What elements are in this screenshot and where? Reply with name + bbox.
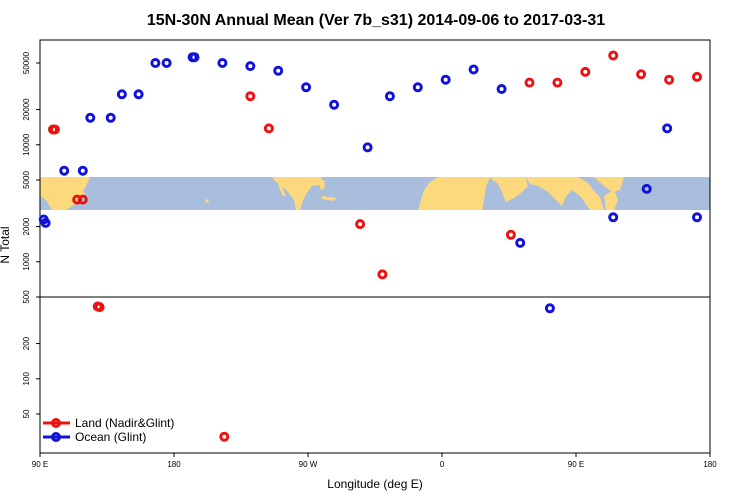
ocean-data-point xyxy=(496,84,507,94)
data-points xyxy=(38,50,702,442)
y-tick-label: 50 xyxy=(22,409,31,418)
land-data-point xyxy=(580,66,591,77)
land-data-point xyxy=(552,77,563,88)
land-data-point xyxy=(219,431,230,442)
y-tick-label: 200 xyxy=(22,336,31,350)
land-north-america xyxy=(272,177,322,210)
legend-ocean-label: Ocean (Glint) xyxy=(75,430,146,444)
land-india xyxy=(525,177,604,210)
chart-title: 15N-30N Annual Mean (Ver 7b_s31) 2014-09… xyxy=(147,12,605,29)
y-axis-ticks: 50 100 200 500 1000 2000 5000 10000 20000 50000 xyxy=(22,51,40,418)
ocean-data-point xyxy=(77,165,88,176)
legend-land-label: Land (Nadir&Glint) xyxy=(75,416,174,430)
land-florida xyxy=(318,180,325,190)
legend-ocean-marker xyxy=(51,432,61,442)
y-tick-label: 10000 xyxy=(22,133,31,156)
ocean-data-point xyxy=(515,237,526,248)
y-tick-label: 50000 xyxy=(22,51,31,74)
ocean-data-point xyxy=(85,112,96,123)
x-tick-label: 90 E xyxy=(32,460,48,469)
land-indochina xyxy=(604,190,618,210)
land-data-point xyxy=(377,269,388,280)
land-data-point xyxy=(524,77,535,88)
land-data-point xyxy=(245,91,256,102)
y-tick-label: 100 xyxy=(22,372,31,386)
ocean-data-point xyxy=(641,183,652,194)
land-china-right xyxy=(594,177,624,192)
ocean-data-point xyxy=(384,91,395,102)
ocean-data-point xyxy=(412,82,423,93)
ocean-data-point xyxy=(161,58,172,68)
land-data-point xyxy=(608,50,619,61)
ocean-data-point xyxy=(608,212,619,223)
ocean-data-point xyxy=(150,58,161,68)
ocean-data-point xyxy=(245,61,256,72)
axes xyxy=(39,39,711,454)
land-china-coast xyxy=(62,177,70,200)
land-data-point xyxy=(77,194,88,205)
ocean-data-point xyxy=(38,214,49,225)
land-data-point xyxy=(636,69,647,80)
ocean-data-point xyxy=(301,82,312,93)
ocean-data-point xyxy=(273,65,284,76)
ocean-data-point xyxy=(187,52,198,63)
land-hawaii xyxy=(205,199,209,203)
land-data-point xyxy=(692,71,702,82)
land-data-point xyxy=(49,124,60,135)
ocean-data-point xyxy=(217,58,228,68)
land-data-point xyxy=(94,302,105,313)
ocean-data-point xyxy=(133,89,144,100)
y-tick-label: 2000 xyxy=(22,217,31,235)
x-axis-label: Longitude (deg E) xyxy=(327,477,422,491)
land-cuba xyxy=(322,196,336,201)
ocean-data-point xyxy=(692,212,702,223)
y-tick-label: 5000 xyxy=(22,171,31,189)
map-band xyxy=(40,177,710,210)
ocean-data-point xyxy=(544,303,555,314)
y-tick-label: 20000 xyxy=(22,98,31,121)
y-axis-label: N Total xyxy=(0,226,12,263)
legend-land-marker xyxy=(51,418,61,428)
land-data-point xyxy=(263,123,274,134)
x-axis-ticks: 90 E 180 90 W 0 90 E 180 xyxy=(32,453,717,469)
x-tick-label: 0 xyxy=(440,460,445,469)
ocean-data-point xyxy=(329,99,340,110)
x-tick-label: 180 xyxy=(703,460,717,469)
plot-frame xyxy=(39,39,711,454)
x-tick-label: 90 E xyxy=(568,460,584,469)
land-africa-arabia xyxy=(418,177,528,210)
x-tick-label: 90 W xyxy=(299,460,318,469)
land-data-point xyxy=(505,229,516,240)
land-data-point xyxy=(664,74,675,85)
ocean-data-point xyxy=(362,142,373,153)
ocean-data-point xyxy=(105,112,116,123)
ocean-data-point xyxy=(59,165,70,176)
legend: Land (Nadir&Glint) Ocean (Glint) xyxy=(43,416,174,444)
x-tick-label: 180 xyxy=(167,460,181,469)
ocean-data-point xyxy=(440,74,451,85)
y-tick-label: 1000 xyxy=(22,252,31,270)
land-baja xyxy=(278,182,286,196)
y-tick-label: 500 xyxy=(22,290,31,304)
ocean-data-point xyxy=(662,123,673,134)
ocean-data-point xyxy=(468,64,479,75)
land-data-point xyxy=(355,219,366,230)
ocean-data-point xyxy=(116,89,127,100)
